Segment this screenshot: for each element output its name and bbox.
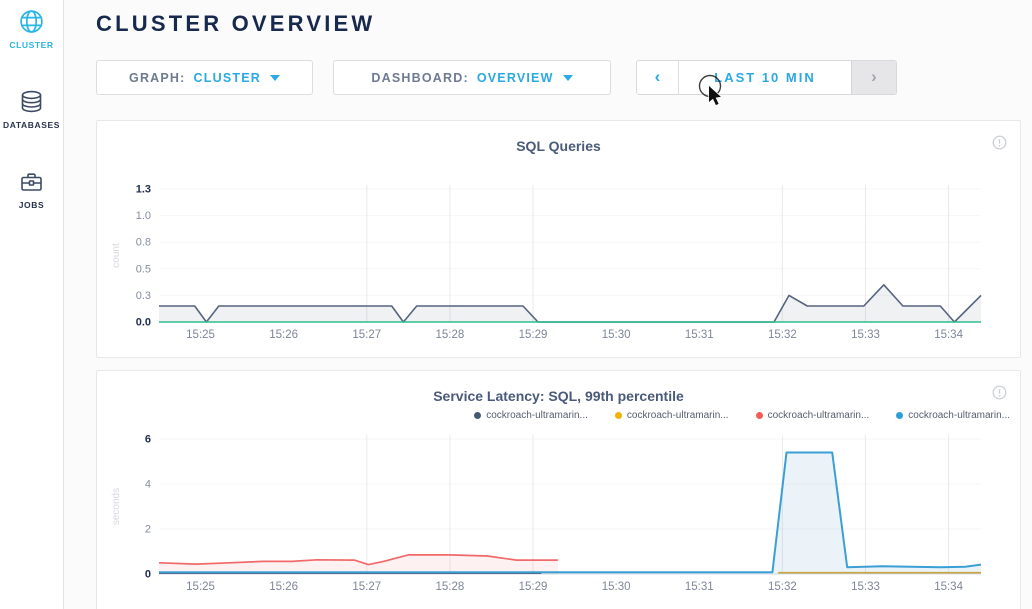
y-tick-label: 2	[145, 524, 151, 536]
x-tick-label: 15:27	[352, 581, 381, 593]
service-latency-chart[interactable]: 0 2 4 6 15:25 15:26 15:27 15:28 15:29 15:30 15:31 1…	[97, 371, 1020, 609]
sidebar-item-label: DATABASES	[2, 120, 61, 130]
x-tick-label: 15:33	[851, 581, 880, 593]
x-tick-label: 15:26	[269, 581, 298, 593]
legend-label: cockroach-ultramarin...	[486, 410, 588, 421]
sidebar-item-cluster[interactable]: CLUSTER	[0, 8, 64, 64]
x-tick-label: 15:25	[186, 581, 215, 593]
service-latency-card: 0 2 4 6 15:25 15:26 15:27 15:28 15:29 15:30 15:31 1…	[96, 370, 1021, 609]
y-tick-label: 0	[145, 569, 151, 581]
time-range-selector: ‹ LAST 10 MIN ›	[636, 60, 897, 95]
x-tick-label: 15:34	[934, 329, 963, 341]
legend-dot	[474, 412, 482, 419]
sidebar-item-jobs[interactable]: JOBS	[0, 168, 64, 224]
sidebar-item-label: JOBS	[18, 200, 45, 210]
dashboard-dropdown[interactable]: DASHBOARD: OVERVIEW	[333, 60, 611, 95]
chart-legend: cockroach-ultramarin... cockroach-ultram…	[474, 410, 1010, 421]
time-range-prev-button[interactable]: ‹	[637, 61, 679, 94]
sql-queries-count-area	[159, 284, 981, 322]
latency-node-4-line	[159, 451, 982, 574]
y-tick-label: 1.3	[136, 184, 151, 196]
dashboard-dropdown-label: DASHBOARD:	[371, 70, 469, 85]
x-tick-label: 15:28	[436, 329, 465, 341]
graph-dropdown[interactable]: GRAPH: CLUSTER	[96, 60, 313, 95]
dashboard-dropdown-value: OVERVIEW	[476, 70, 554, 85]
latency-node-3-area	[159, 554, 558, 574]
info-icon[interactable]	[992, 135, 1007, 150]
legend-item[interactable]: cockroach-ultramarin...	[755, 410, 870, 421]
time-range-next-button[interactable]: ›	[851, 61, 896, 94]
x-tick-label: 15:25	[186, 329, 215, 341]
time-range-label[interactable]: LAST 10 MIN	[714, 70, 816, 85]
chart-title: SQL Queries	[516, 138, 601, 154]
sidebar: CLUSTER DATABASES	[0, 0, 64, 609]
y-tick-label: 1.0	[136, 210, 151, 222]
x-tick-label: 15:33	[851, 329, 880, 341]
latency-node-4-area	[159, 452, 981, 574]
legend-dot	[755, 412, 763, 419]
latency-node-3-line	[158, 554, 558, 566]
sidebar-item-databases[interactable]: DATABASES	[0, 88, 64, 144]
info-icon[interactable]	[992, 385, 1007, 400]
x-tick-label: 15:30	[602, 329, 631, 341]
x-tick-label: 15:32	[768, 581, 797, 593]
legend-label: cockroach-ultramarin...	[626, 410, 729, 421]
x-tick-label: 15:27	[352, 329, 381, 341]
database-icon	[18, 88, 45, 115]
y-tick-label: 0.5	[136, 263, 151, 275]
legend-dot	[896, 412, 904, 419]
page-title: CLUSTER OVERVIEW	[96, 11, 376, 36]
sql-queries-chart[interactable]: 0.0 0.3 0.5 0.8 1.0 1.3 15:25 15:26 15:27 15:28 15…	[97, 121, 1020, 357]
x-tick-label: 15:31	[685, 329, 714, 341]
controls-bar: GRAPH: CLUSTER DASHBOARD: OVERVIEW ‹ LAS…	[96, 60, 1021, 95]
y-tick-label: 0.3	[136, 290, 151, 302]
sql-queries-card: 0.0 0.3 0.5 0.8 1.0 1.3 15:25 15:26 15:27 15:28 15…	[96, 120, 1021, 358]
x-tick-label: 15:30	[602, 581, 631, 593]
x-tick-label: 15:28	[436, 581, 465, 593]
legend-item[interactable]: cockroach-ultramarin...	[614, 410, 729, 421]
y-tick-label: 4	[145, 479, 151, 491]
chevron-down-icon	[562, 75, 573, 81]
x-tick-label: 15:26	[269, 329, 298, 341]
legend-label: cockroach-ultramarin...	[908, 410, 1010, 421]
y-tick-label: 6	[145, 434, 151, 446]
legend-dot	[614, 412, 622, 419]
x-tick-label: 15:29	[519, 329, 548, 341]
chart-title: Service Latency: SQL, 99th percentile	[433, 388, 684, 404]
y-tick-label: 0.8	[136, 237, 151, 249]
legend-label: cockroach-ultramarin...	[767, 410, 870, 421]
chart-plot-area[interactable]	[159, 429, 981, 574]
chart-plot-area[interactable]	[159, 179, 981, 322]
main-content: CLUSTER OVERVIEW GRAPH: CLUSTER DASHBOAR…	[64, 0, 1032, 609]
x-tick-label: 15:29	[519, 581, 548, 593]
graph-dropdown-label: GRAPH:	[129, 70, 186, 85]
briefcase-icon	[18, 168, 45, 195]
x-tick-label: 15:34	[934, 581, 963, 593]
x-tick-label: 15:32	[768, 329, 797, 341]
x-tick-label: 15:31	[685, 581, 714, 593]
sidebar-item-label: CLUSTER	[9, 40, 54, 50]
graph-dropdown-value: CLUSTER	[193, 70, 261, 85]
legend-item[interactable]: cockroach-ultramarin...	[474, 410, 588, 421]
legend-item[interactable]: cockroach-ultramarin...	[896, 410, 1010, 421]
y-axis-unit-label: count	[111, 243, 122, 268]
y-axis-unit-label: seconds	[111, 488, 122, 525]
y-tick-label: 0.0	[136, 317, 151, 329]
globe-icon	[18, 8, 45, 35]
chevron-down-icon	[269, 75, 280, 81]
